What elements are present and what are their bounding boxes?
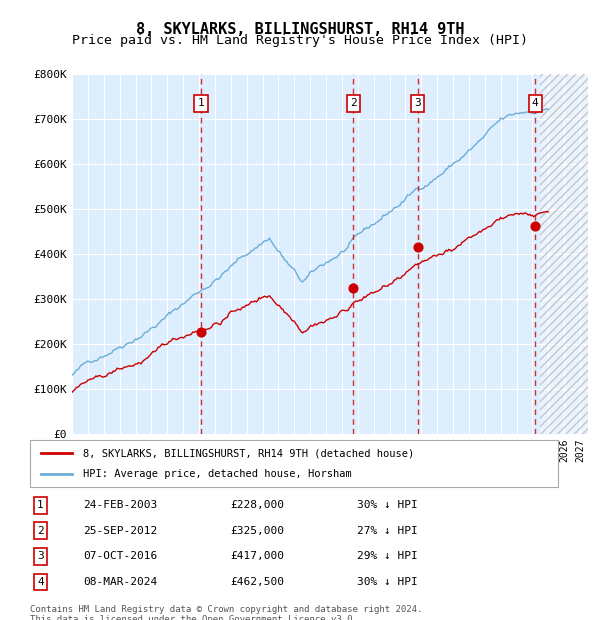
Text: Contains HM Land Registry data © Crown copyright and database right 2024.
This d: Contains HM Land Registry data © Crown c…: [30, 604, 422, 620]
Bar: [541, 74, 588, 434]
Text: 25-SEP-2012: 25-SEP-2012: [83, 526, 157, 536]
Text: 08-MAR-2024: 08-MAR-2024: [83, 577, 157, 587]
Bar: [541, 74, 588, 434]
Text: 07-OCT-2016: 07-OCT-2016: [83, 551, 157, 561]
Text: 27% ↓ HPI: 27% ↓ HPI: [358, 526, 418, 536]
Point: [530, 221, 540, 231]
Text: 29% ↓ HPI: 29% ↓ HPI: [358, 551, 418, 561]
Text: 1: 1: [198, 98, 205, 108]
Text: 30% ↓ HPI: 30% ↓ HPI: [358, 500, 418, 510]
Point: [349, 283, 358, 293]
Text: 8, SKYLARKS, BILLINGSHURST, RH14 9TH: 8, SKYLARKS, BILLINGSHURST, RH14 9TH: [136, 22, 464, 37]
Text: 4: 4: [37, 577, 44, 587]
Text: 3: 3: [414, 98, 421, 108]
Text: £325,000: £325,000: [230, 526, 284, 536]
Text: £462,500: £462,500: [230, 577, 284, 587]
Text: 30% ↓ HPI: 30% ↓ HPI: [358, 577, 418, 587]
Text: £228,000: £228,000: [230, 500, 284, 510]
Point: [413, 242, 422, 252]
Text: HPI: Average price, detached house, Horsham: HPI: Average price, detached house, Hors…: [83, 469, 352, 479]
Text: 4: 4: [532, 98, 539, 108]
Point: [196, 327, 206, 337]
Text: 2: 2: [350, 98, 357, 108]
Text: 24-FEB-2003: 24-FEB-2003: [83, 500, 157, 510]
Text: 8, SKYLARKS, BILLINGSHURST, RH14 9TH (detached house): 8, SKYLARKS, BILLINGSHURST, RH14 9TH (de…: [83, 448, 414, 458]
Text: Price paid vs. HM Land Registry's House Price Index (HPI): Price paid vs. HM Land Registry's House …: [72, 34, 528, 47]
Text: 2: 2: [37, 526, 44, 536]
Text: 3: 3: [37, 551, 44, 561]
Text: 1: 1: [37, 500, 44, 510]
Text: £417,000: £417,000: [230, 551, 284, 561]
